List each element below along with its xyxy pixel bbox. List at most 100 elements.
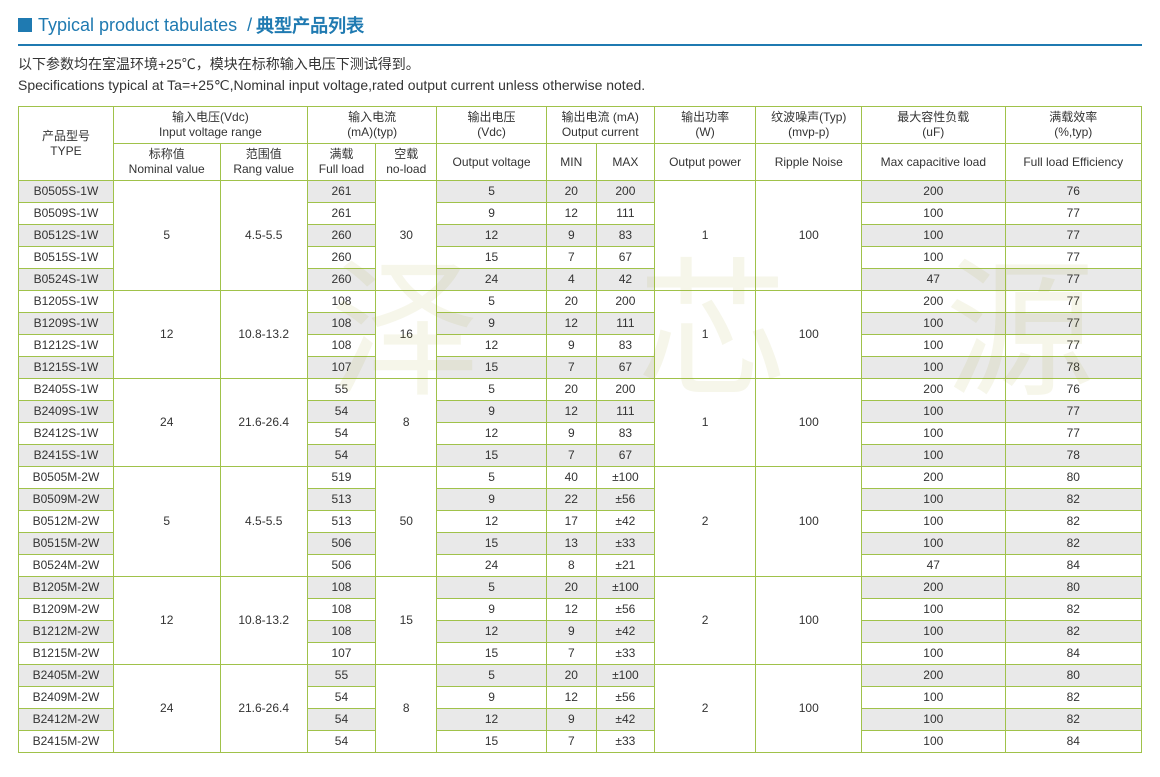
cell-type: B2405S-1W	[19, 379, 114, 401]
cell-cap: 100	[862, 445, 1005, 467]
cell-nominal: 12	[113, 577, 220, 665]
title-cn: 典型产品列表	[256, 12, 364, 38]
cell-min: 7	[546, 247, 596, 269]
cell-out-power: 1	[654, 291, 756, 379]
cell-out-v: 15	[437, 643, 546, 665]
col-full-load-en: Full load	[312, 162, 371, 177]
cell-cap: 100	[862, 401, 1005, 423]
cell-max: 200	[596, 181, 654, 203]
cell-eff: 82	[1005, 687, 1142, 709]
cell-full-load: 261	[307, 181, 375, 203]
cell-min: 4	[546, 269, 596, 291]
cell-full-load: 55	[307, 379, 375, 401]
col-nominal-en: Nominal value	[118, 162, 216, 177]
cell-full-load: 108	[307, 599, 375, 621]
cell-max: ±42	[596, 709, 654, 731]
cell-out-v: 5	[437, 577, 546, 599]
cell-no-load: 15	[376, 577, 437, 665]
cell-type: B0505S-1W	[19, 181, 114, 203]
col-type-cn: 产品型号	[23, 129, 109, 144]
col-type: 产品型号 TYPE	[19, 107, 114, 181]
col-eff: 满载效率 (%,typ)	[1005, 107, 1142, 144]
cell-max: ±33	[596, 643, 654, 665]
cell-type: B1209S-1W	[19, 313, 114, 335]
col-no-load-en: no-load	[380, 162, 432, 177]
cell-out-v: 9	[437, 687, 546, 709]
cell-max: 67	[596, 445, 654, 467]
cell-min: 40	[546, 467, 596, 489]
col-no-load: 空载 no-load	[376, 144, 437, 181]
note-en: Specifications typical at Ta=+25℃,Nomina…	[18, 75, 1142, 96]
col-full-load-cn: 满载	[312, 147, 371, 162]
cell-type: B1205S-1W	[19, 291, 114, 313]
cell-cap: 100	[862, 709, 1005, 731]
col-cap: 最大容性负载 (uF)	[862, 107, 1005, 144]
cell-eff: 77	[1005, 269, 1142, 291]
cell-eff: 77	[1005, 247, 1142, 269]
cell-cap: 100	[862, 225, 1005, 247]
cell-range: 4.5-5.5	[220, 467, 307, 577]
cell-cap: 200	[862, 665, 1005, 687]
cell-out-v: 12	[437, 225, 546, 247]
cell-full-load: 513	[307, 489, 375, 511]
cell-out-v: 15	[437, 357, 546, 379]
col-input-current-cn: 输入电流	[312, 110, 433, 125]
table-row: B1205S-1W1210.8-13.210816520200110020077	[19, 291, 1142, 313]
cell-eff: 80	[1005, 665, 1142, 687]
col-range: 范围值 Rang value	[220, 144, 307, 181]
cell-out-power: 1	[654, 379, 756, 467]
cell-full-load: 261	[307, 203, 375, 225]
col-output-current-en: Output current	[551, 125, 650, 140]
cell-full-load: 107	[307, 643, 375, 665]
title-underline	[18, 44, 1142, 46]
cell-nominal: 12	[113, 291, 220, 379]
cell-min: 12	[546, 687, 596, 709]
cell-type: B1215M-2W	[19, 643, 114, 665]
cell-no-load: 30	[376, 181, 437, 291]
cell-range: 4.5-5.5	[220, 181, 307, 291]
cell-cap: 200	[862, 467, 1005, 489]
cell-full-load: 260	[307, 247, 375, 269]
cell-nominal: 5	[113, 181, 220, 291]
col-ripple-en: Ripple Noise	[756, 144, 862, 181]
cell-full-load: 55	[307, 665, 375, 687]
cell-min: 9	[546, 335, 596, 357]
col-ripple: 纹波噪声(Typ) (mvp-p)	[756, 107, 862, 144]
cell-full-load: 108	[307, 291, 375, 313]
cell-out-v: 15	[437, 731, 546, 753]
col-input-current: 输入电流 (mA)(typ)	[307, 107, 437, 144]
cell-out-v: 9	[437, 401, 546, 423]
cell-max: 200	[596, 379, 654, 401]
cell-type: B2409M-2W	[19, 687, 114, 709]
cell-out-v: 5	[437, 467, 546, 489]
cell-eff: 76	[1005, 181, 1142, 203]
cell-type: B0512S-1W	[19, 225, 114, 247]
cell-max: 111	[596, 313, 654, 335]
cell-full-load: 108	[307, 313, 375, 335]
cell-cap: 47	[862, 269, 1005, 291]
cell-min: 9	[546, 709, 596, 731]
cell-full-load: 54	[307, 731, 375, 753]
cell-eff: 76	[1005, 379, 1142, 401]
cell-type: B0512M-2W	[19, 511, 114, 533]
col-output-current-cn: 输出电流 (mA)	[551, 110, 650, 125]
cell-max: ±56	[596, 687, 654, 709]
header-row-2: 标称值 Nominal value 范围值 Rang value 满载 Full…	[19, 144, 1142, 181]
cell-out-v: 12	[437, 511, 546, 533]
cell-cap: 100	[862, 203, 1005, 225]
col-full-load: 满载 Full load	[307, 144, 375, 181]
table-row: B2405M-2W2421.6-26.4558520±100210020080	[19, 665, 1142, 687]
cell-out-v: 9	[437, 599, 546, 621]
cell-cap: 100	[862, 687, 1005, 709]
col-input-voltage: 输入电压(Vdc) Input voltage range	[113, 107, 307, 144]
cell-full-load: 519	[307, 467, 375, 489]
cell-full-load: 54	[307, 423, 375, 445]
cell-cap: 100	[862, 533, 1005, 555]
cell-type: B1212S-1W	[19, 335, 114, 357]
cell-max: ±42	[596, 511, 654, 533]
cell-cap: 100	[862, 489, 1005, 511]
cell-eff: 82	[1005, 599, 1142, 621]
cell-eff: 78	[1005, 445, 1142, 467]
cell-cap: 100	[862, 313, 1005, 335]
title-en: Typical product tabulates	[38, 15, 237, 36]
